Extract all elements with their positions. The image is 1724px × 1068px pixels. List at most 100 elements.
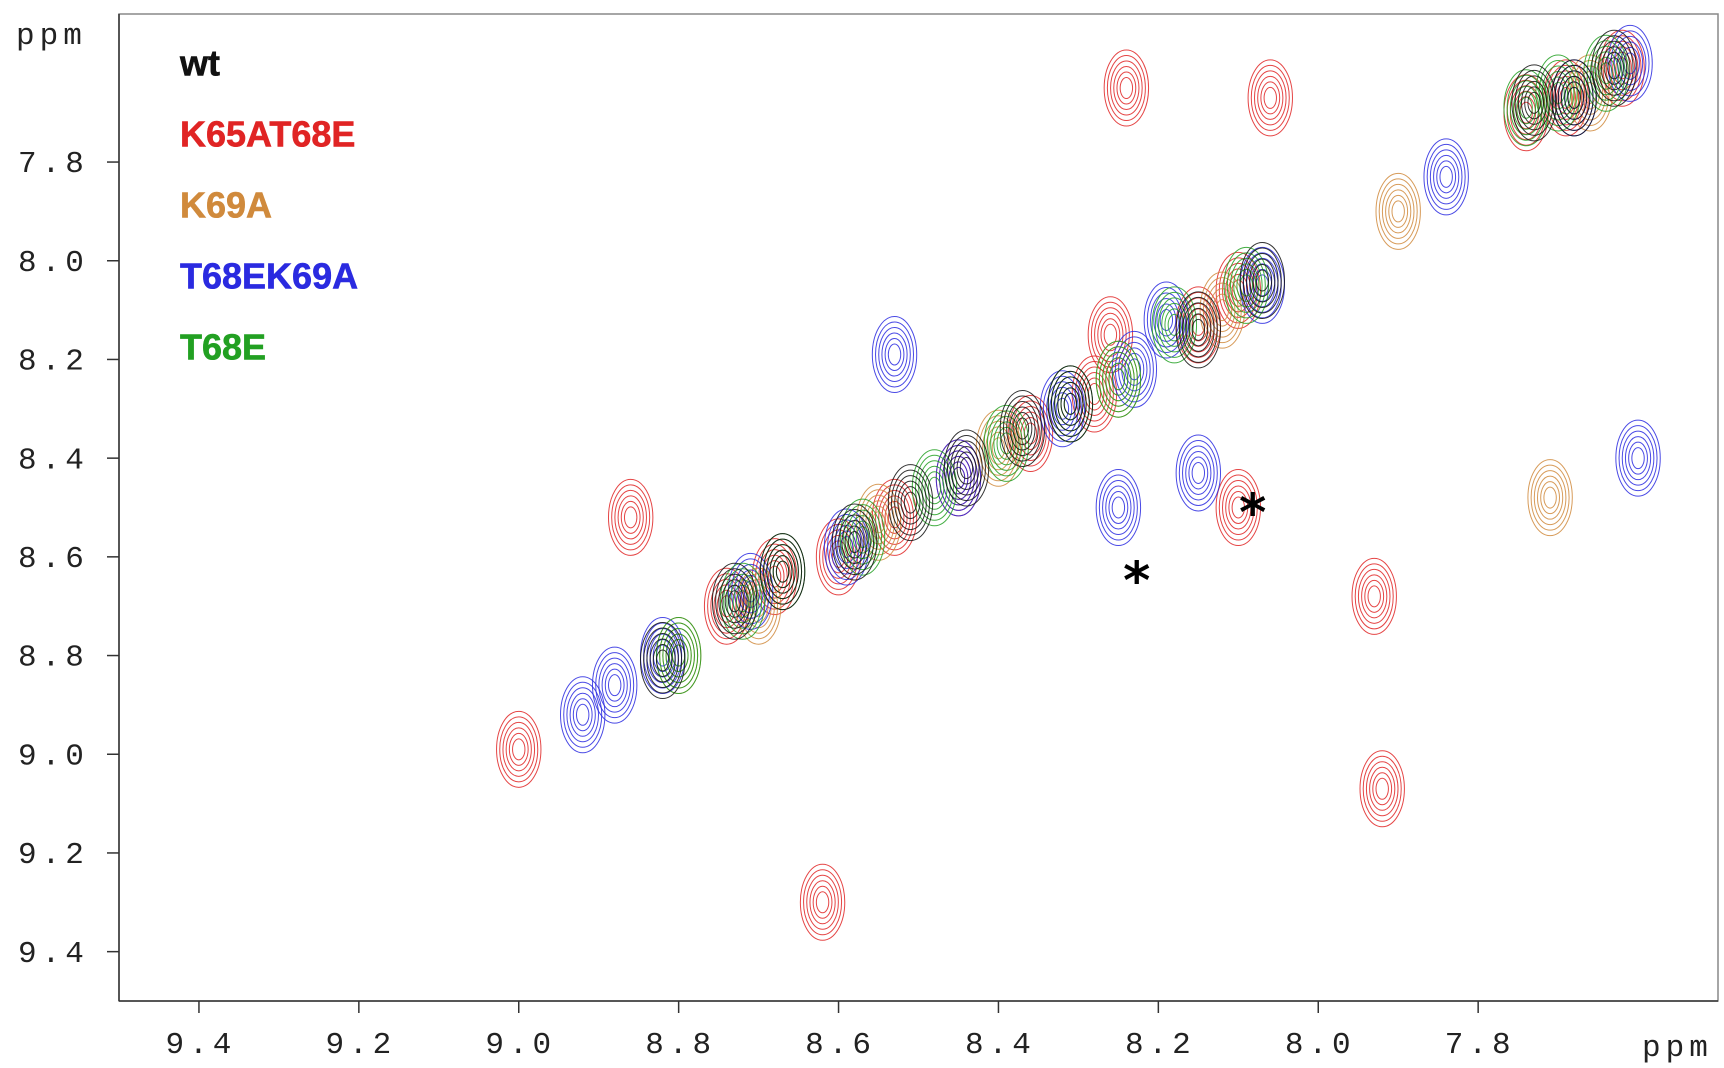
contour-ring <box>1178 296 1218 363</box>
contour-ring <box>1143 281 1190 359</box>
contour-ring <box>617 495 644 540</box>
peak <box>1511 64 1557 142</box>
contour-ring <box>735 590 750 613</box>
contour-ring <box>1530 464 1570 531</box>
contour-ring <box>809 880 836 925</box>
contour-ring <box>649 638 676 683</box>
contour-ring <box>803 869 843 936</box>
contour-ring <box>841 520 868 565</box>
y-tick-label: 8.2 <box>18 345 89 380</box>
contour-ring <box>1527 91 1541 114</box>
contour-ring <box>1151 286 1198 364</box>
contour-ring <box>595 652 635 719</box>
contour-ring <box>1118 341 1151 397</box>
contour-ring <box>662 628 695 684</box>
contour-ring <box>1105 357 1132 402</box>
contour-ring <box>1599 29 1645 107</box>
peak <box>887 464 934 542</box>
contour-ring <box>566 687 600 743</box>
contour-ring <box>1551 59 1597 137</box>
contour-ring <box>742 578 775 634</box>
contour-ring <box>560 676 606 754</box>
contour-ring <box>1260 81 1281 115</box>
contour-ring <box>1554 64 1594 131</box>
peak <box>1591 29 1637 107</box>
contour-ring <box>1527 459 1573 537</box>
contour-ring <box>1156 303 1177 337</box>
contour-ring <box>1150 292 1183 348</box>
contour-ring <box>806 874 839 930</box>
legend-entry: T68E <box>180 327 266 368</box>
legend-entry: wt <box>179 43 220 84</box>
contour-ring <box>772 555 793 589</box>
contour-ring <box>1106 55 1146 122</box>
peak <box>1095 469 1142 546</box>
contour-ring <box>563 681 603 748</box>
contour-ring <box>1121 347 1148 392</box>
contour-ring <box>1354 563 1394 630</box>
contour-ring <box>1185 307 1212 352</box>
x-tick-label: 8.0 <box>1285 1028 1356 1063</box>
contour-ring <box>1014 405 1047 461</box>
peak <box>1599 29 1645 107</box>
contour-ring <box>1111 368 1126 391</box>
contour-ring <box>1047 365 1094 443</box>
contour-ring <box>1391 200 1405 223</box>
contour-ring <box>1223 246 1269 324</box>
contour-ring <box>1178 439 1218 506</box>
contour-ring <box>1506 74 1546 141</box>
contour-ring <box>1375 777 1389 800</box>
contour-ring <box>1167 313 1182 336</box>
contour-ring <box>668 639 689 673</box>
contour-ring <box>1624 436 1652 481</box>
peak <box>1239 241 1285 319</box>
contour-ring <box>956 451 977 485</box>
contour-ring <box>1222 262 1255 318</box>
contour-ring <box>1250 64 1290 131</box>
y-tick-label: 9.2 <box>18 838 89 873</box>
y-tick-label: 9.0 <box>18 739 89 774</box>
peak <box>911 449 958 527</box>
contour-ring <box>1369 766 1396 811</box>
contour-ring <box>1188 456 1209 490</box>
contour-ring <box>1385 189 1412 234</box>
contour-ring <box>1052 392 1073 426</box>
contour-ring <box>499 716 539 783</box>
contour-ring <box>1102 351 1135 407</box>
contour-ring <box>1253 70 1287 126</box>
y-tick-label: 8.6 <box>18 542 89 577</box>
peak <box>999 390 1046 468</box>
peak <box>1351 557 1397 635</box>
contour-ring <box>1540 481 1561 515</box>
peak <box>639 621 686 699</box>
annotation: * <box>1123 552 1150 612</box>
contour-ring <box>502 721 536 777</box>
contour-ring <box>1604 51 1624 85</box>
contour-ring <box>1199 271 1246 349</box>
contour-ring <box>1361 574 1388 619</box>
contour-ring <box>569 692 596 737</box>
contour-ring <box>723 568 763 635</box>
contour-ring <box>620 500 641 534</box>
annotation: * <box>1239 484 1266 544</box>
contour-ring <box>1042 375 1082 442</box>
contour-ring <box>1191 318 1206 341</box>
contour-ring <box>799 863 846 941</box>
peak <box>871 316 918 394</box>
contour-ring <box>1519 96 1533 119</box>
contour-ring <box>1242 247 1282 314</box>
contour-ring <box>852 520 873 554</box>
contour-ring <box>1055 397 1070 420</box>
contour-ring <box>815 518 862 596</box>
contour-ring <box>946 435 986 502</box>
contour-ring <box>1225 485 1252 530</box>
contour-ring <box>1098 346 1138 413</box>
peak <box>607 478 654 556</box>
contour-ring <box>1549 70 1583 126</box>
contour-ring <box>1175 434 1222 512</box>
contour-ring <box>1517 75 1551 131</box>
contour-ring <box>1218 474 1258 541</box>
contour-ring <box>1362 755 1402 822</box>
contour-ring <box>1628 441 1648 475</box>
